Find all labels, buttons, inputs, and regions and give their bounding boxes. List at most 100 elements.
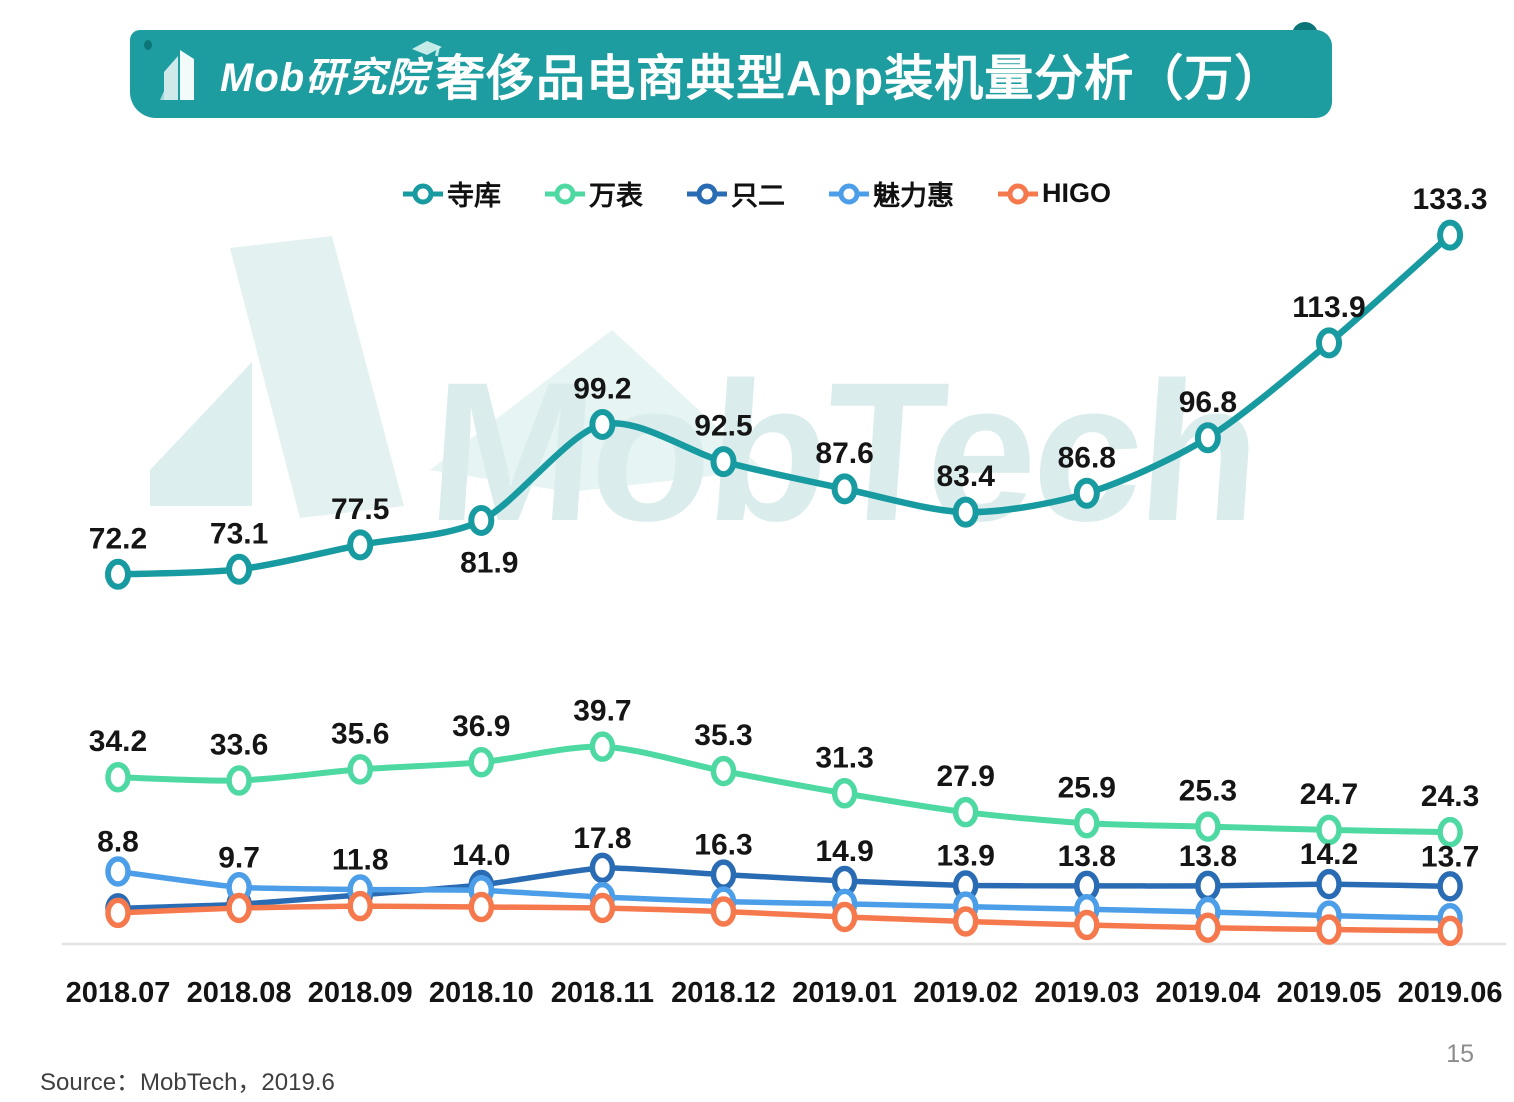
data-point-marker-寺库: [710, 446, 737, 478]
legend-item-寺库: 寺库: [402, 174, 501, 213]
data-point-marker-寺库: [105, 558, 131, 590]
data-point-marker-HIGO: [347, 890, 373, 922]
data-point-marker-寺库: [468, 504, 495, 536]
chart-legend: 寺库 万表 只二 魅力惠 HIGO: [0, 174, 1514, 213]
x-tick-label: 2019.06: [1398, 977, 1503, 1009]
data-point-marker-万表: [347, 754, 373, 785]
value-label-只二: 17.8: [573, 822, 631, 855]
value-label-寺库: 92.5: [694, 410, 752, 443]
value-label-万表: 25.9: [1058, 771, 1116, 804]
series-line-HIGO: [115, 903, 1453, 934]
legend-item-label: 寺库: [446, 181, 501, 211]
value-label-只二: 13.7: [1421, 840, 1479, 873]
value-label-只二: 13.8: [1058, 840, 1116, 873]
value-label-只二: 9.7: [218, 841, 260, 874]
value-label-万表: 27.9: [937, 760, 995, 793]
x-tick-label: 2018.09: [308, 977, 413, 1009]
data-point-marker-寺库: [589, 408, 616, 440]
grad-cap-icon: [412, 41, 443, 57]
value-label-万表: 35.3: [694, 719, 752, 752]
value-label-寺库: 72.2: [89, 522, 147, 555]
value-label-只二: 13.9: [937, 839, 995, 872]
legend-item-label: 魅力惠: [872, 181, 954, 211]
legend-item-label: 只二: [730, 181, 785, 211]
page-title: 奢侈品电商典型App装机量分析（万）: [435, 51, 1285, 106]
data-point-marker-HIGO: [952, 906, 979, 937]
legend-marker-icon: [544, 183, 585, 204]
data-point-marker-只二: [1437, 871, 1463, 902]
title-banner-body: Mob研究院 奢侈品电商典型App装机量分析（万）: [130, 30, 1332, 118]
mob-logo: Mob研究院: [160, 41, 443, 103]
data-point-marker-寺库: [1316, 327, 1342, 359]
data-point-marker-万表: [952, 796, 979, 828]
series-line-万表: [115, 743, 1454, 836]
legend-marker-icon: [997, 183, 1038, 204]
value-label-寺库: 77.5: [331, 493, 389, 526]
value-label-只二: 8.8: [97, 826, 139, 859]
data-point-marker-只二: [589, 852, 616, 884]
legend-item-只二: 只二: [686, 174, 785, 213]
value-label-万表: 34.2: [89, 725, 147, 758]
data-point-marker-只二: [710, 859, 737, 890]
legend-marker-icon: [686, 183, 727, 204]
value-label-只二: 14.0: [452, 839, 510, 872]
x-tick-label: 2018.08: [187, 977, 292, 1009]
data-point-marker-万表: [468, 746, 495, 778]
x-tick-label: 2019.05: [1277, 977, 1382, 1009]
mob-logo-text: Mob研究院: [220, 56, 429, 100]
value-label-只二: 14.9: [815, 835, 873, 868]
legend-item-label: 万表: [588, 181, 643, 211]
value-label-寺库: 99.2: [573, 372, 631, 405]
data-point-marker-HIGO: [1074, 909, 1100, 941]
value-label-寺库: 133.3: [1413, 183, 1488, 216]
x-tick-label: 2018.11: [551, 977, 654, 1009]
data-point-marker-只二: [1316, 868, 1342, 900]
data-point-marker-万表: [589, 731, 616, 762]
data-point-marker-HIGO: [1316, 914, 1342, 945]
value-label-寺库: 113.9: [1292, 291, 1365, 324]
data-point-marker-HIGO: [589, 892, 616, 924]
data-point-marker-HIGO: [1195, 912, 1221, 943]
value-label-寺库: 81.9: [460, 546, 518, 579]
data-point-marker-只二: [1195, 870, 1221, 902]
data-point-marker-万表: [1316, 814, 1342, 846]
value-label-只二: 14.2: [1300, 838, 1358, 871]
value-label-寺库: 83.4: [937, 460, 996, 493]
data-point-marker-寺库: [831, 473, 858, 505]
data-point-marker-寺库: [347, 529, 374, 561]
data-point-marker-万表: [105, 761, 131, 793]
data-point-marker-HIGO: [226, 892, 252, 924]
data-point-marker-万表: [226, 765, 252, 796]
value-label-万表: 33.6: [210, 729, 268, 762]
source-note: Source：MobTech，2019.6: [40, 1069, 335, 1096]
value-label-只二: 16.3: [694, 829, 752, 862]
data-point-marker-寺库: [1194, 422, 1221, 454]
data-point-marker-寺库: [952, 496, 979, 528]
value-label-万表: 24.3: [1421, 780, 1479, 813]
data-point-marker-HIGO: [468, 891, 495, 923]
x-tick-label: 2018.12: [671, 977, 776, 1009]
mob-logo-icon: [160, 50, 194, 100]
data-point-marker-HIGO: [710, 896, 737, 927]
legend-item-label: HIGO: [1041, 178, 1111, 208]
x-tick-label: 2018.07: [66, 977, 171, 1009]
legend-item-HIGO: HIGO: [997, 178, 1111, 209]
data-point-marker-万表: [710, 755, 737, 787]
data-point-marker-万表: [831, 778, 858, 809]
value-label-只二: 11.8: [332, 844, 389, 877]
value-label-万表: 31.3: [815, 741, 873, 774]
x-tick-label: 2019.02: [913, 977, 1018, 1009]
value-label-万表: 25.3: [1179, 775, 1237, 808]
legend-marker-icon: [402, 183, 443, 204]
data-point-marker-寺库: [1073, 477, 1100, 509]
value-label-寺库: 73.1: [210, 517, 268, 550]
value-label-万表: 35.6: [331, 717, 389, 750]
value-label-万表: 24.7: [1300, 778, 1358, 811]
x-tick-label: 2018.10: [429, 977, 534, 1009]
data-point-marker-HIGO: [831, 901, 858, 933]
data-point-marker-寺库: [226, 553, 253, 585]
legend-item-万表: 万表: [544, 174, 643, 213]
value-label-寺库: 96.8: [1179, 386, 1237, 419]
